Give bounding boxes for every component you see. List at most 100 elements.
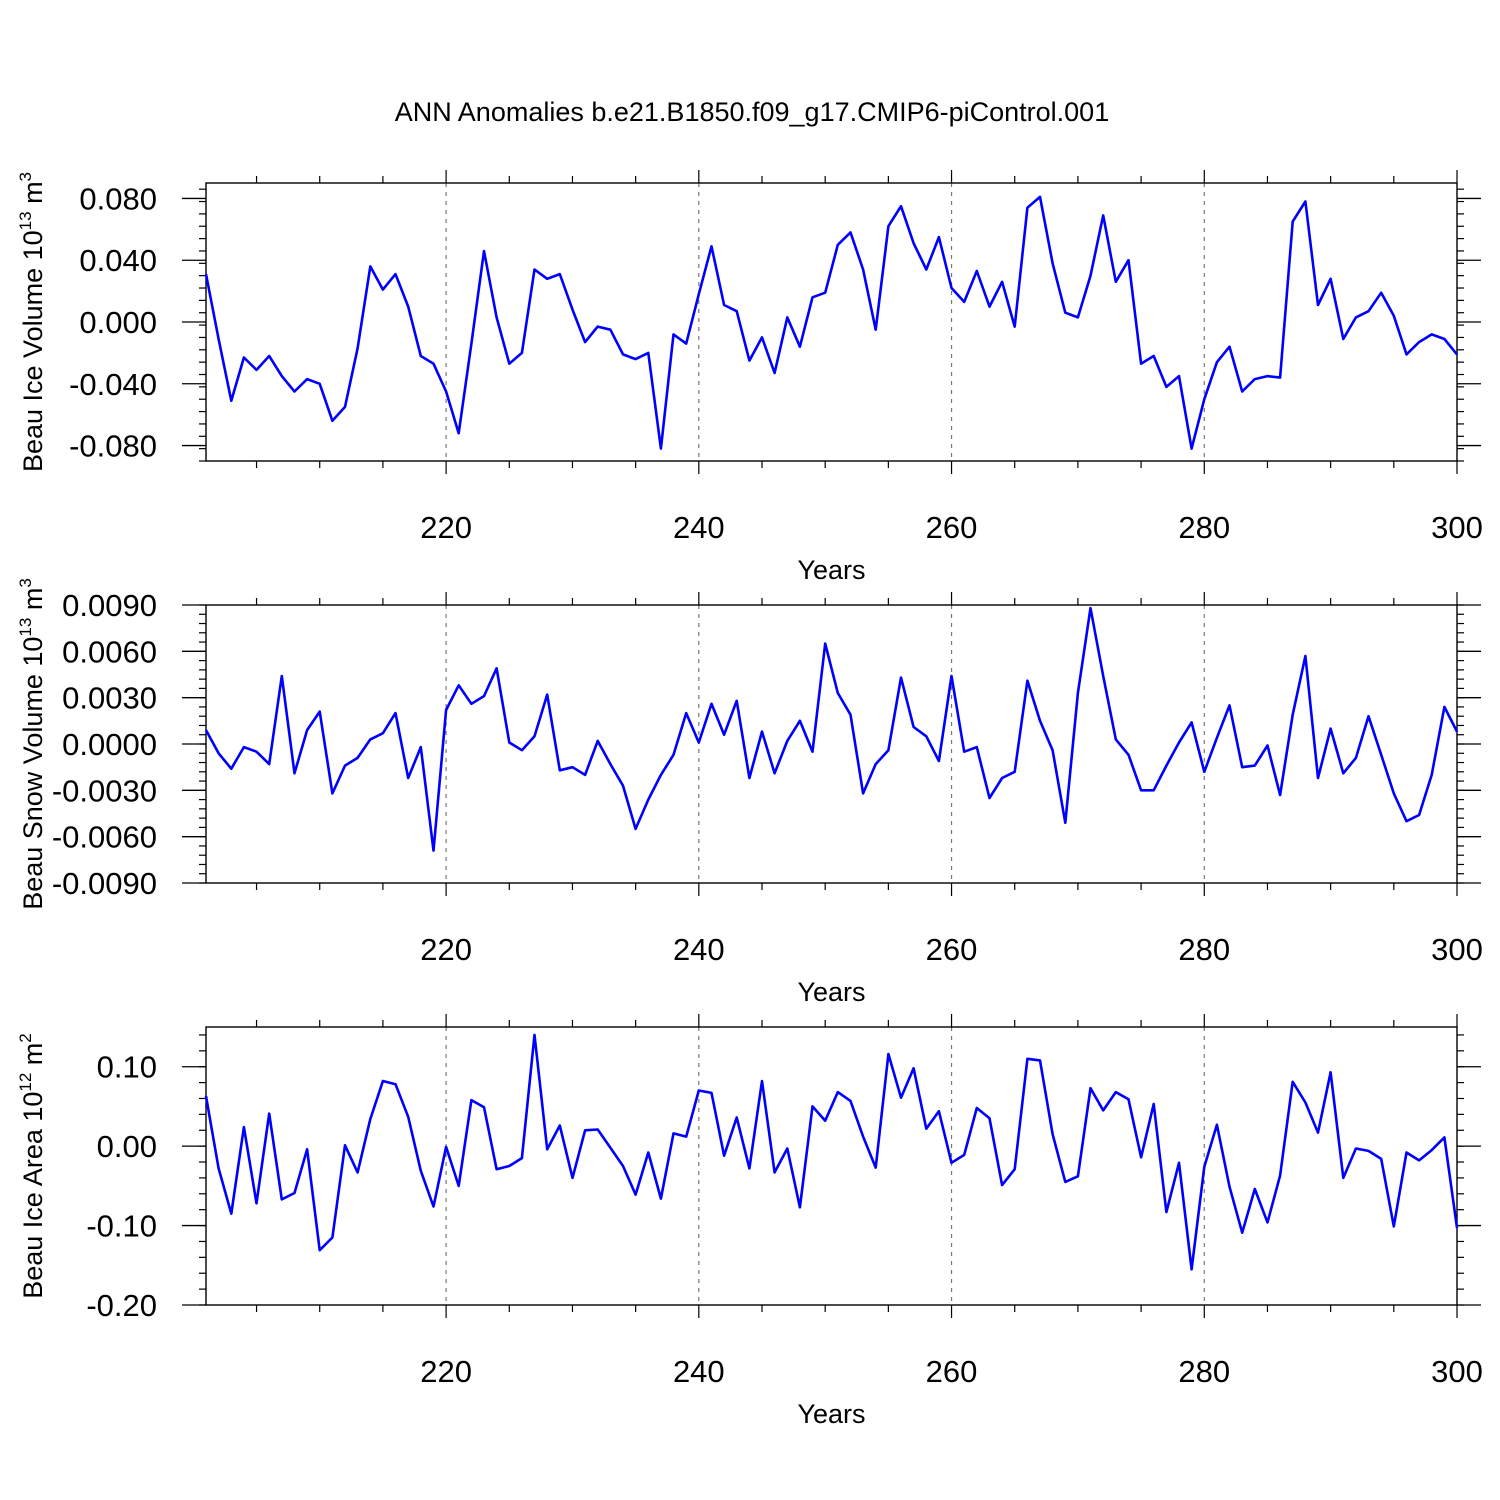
data-point [1443,706,1446,708]
data-point [1355,316,1357,319]
data-point [470,703,473,705]
y-tick-label: -0.080 [69,429,157,464]
data-point [356,757,359,759]
data-point [217,1167,220,1170]
data-point [483,1106,485,1109]
data-point [963,750,965,753]
data-point [824,1119,826,1122]
data-point [1393,792,1395,795]
x-tick-label: 240 [673,1354,725,1389]
data-point [925,268,928,271]
data-point [369,738,372,741]
data-point [1089,1087,1092,1089]
data-point [824,642,826,645]
data-point [1291,1081,1294,1083]
data-point [1001,281,1003,283]
data-point [584,774,586,776]
data-point [1203,1165,1206,1168]
data-point [1051,1133,1054,1136]
data-point [849,713,852,716]
series-line [204,606,1459,852]
data-point [1152,789,1155,792]
data-point [445,390,447,393]
data-point [963,1154,965,1156]
data-point [1102,675,1104,677]
data-point [331,420,334,422]
data-point [773,772,776,775]
y-axis-label-unit: m [18,181,48,211]
data-point [1418,814,1420,816]
data-point [609,763,612,765]
data-point [1152,355,1155,357]
data-point [344,764,346,767]
data-point [571,766,574,768]
data-point [318,382,321,385]
data-point [912,726,915,728]
data-point [495,1168,498,1170]
y-axis-label-text: Beau Snow Volume 10 [18,637,48,910]
data-point [559,273,561,275]
data-point [1064,311,1067,314]
data-point [1304,655,1307,657]
data-point [483,695,485,697]
data-point [811,296,814,299]
data-point [268,763,270,765]
data-point [508,1165,511,1167]
y-tick-label: 0.080 [79,181,157,216]
x-axis-label: Years [797,1399,865,1429]
data-point [1418,341,1420,343]
data-point [281,1198,283,1201]
data-point [1317,1131,1319,1134]
data-point [811,750,814,753]
data-point [963,301,965,303]
data-point [559,1124,561,1127]
data-point [685,1135,687,1138]
data-point [1405,1151,1408,1154]
data-point [1279,376,1281,379]
data-point [407,1115,409,1118]
data-point [420,355,422,357]
data-point [735,1116,738,1119]
data-point [432,362,435,365]
data-point [344,406,346,408]
data-point [912,242,915,245]
data-point [508,362,511,365]
data-point [950,1162,953,1164]
y-tick-label: -0.0030 [52,773,157,808]
data-point [1279,1174,1281,1177]
data-point [622,1165,624,1167]
y-axis-label-exponent: 12 [16,1073,35,1092]
data-point [1380,291,1382,294]
data-point [407,305,409,308]
data-point [1367,1150,1370,1152]
data-point [849,1100,852,1102]
data-point [483,250,485,252]
data-point [849,231,852,234]
data-point [609,328,612,331]
x-tick-label: 260 [926,510,978,545]
y-tick-label: -0.0060 [52,820,157,855]
data-point [1418,1159,1420,1162]
data-point [596,325,599,328]
data-point [281,375,283,377]
data-point [1380,754,1382,756]
data-point [1254,764,1256,767]
data-point [1190,447,1193,450]
data-point [1329,1071,1332,1074]
data-point [1026,679,1029,682]
plot-frame [205,1026,1458,1306]
data-point [672,333,675,336]
y-axis-label: Beau Ice Volume 1013 m3 [16,172,48,472]
data-point [773,1171,776,1174]
x-tick-label: 240 [673,510,725,545]
data-point [1102,1109,1104,1112]
x-tick-label: 300 [1431,1354,1483,1389]
data-point [685,342,687,345]
data-point [457,432,460,435]
data-point [976,746,978,748]
data-point [1393,1225,1395,1228]
data-point [268,355,270,357]
series-line [204,195,1459,450]
data-point [837,692,839,694]
data-point [432,1205,435,1208]
